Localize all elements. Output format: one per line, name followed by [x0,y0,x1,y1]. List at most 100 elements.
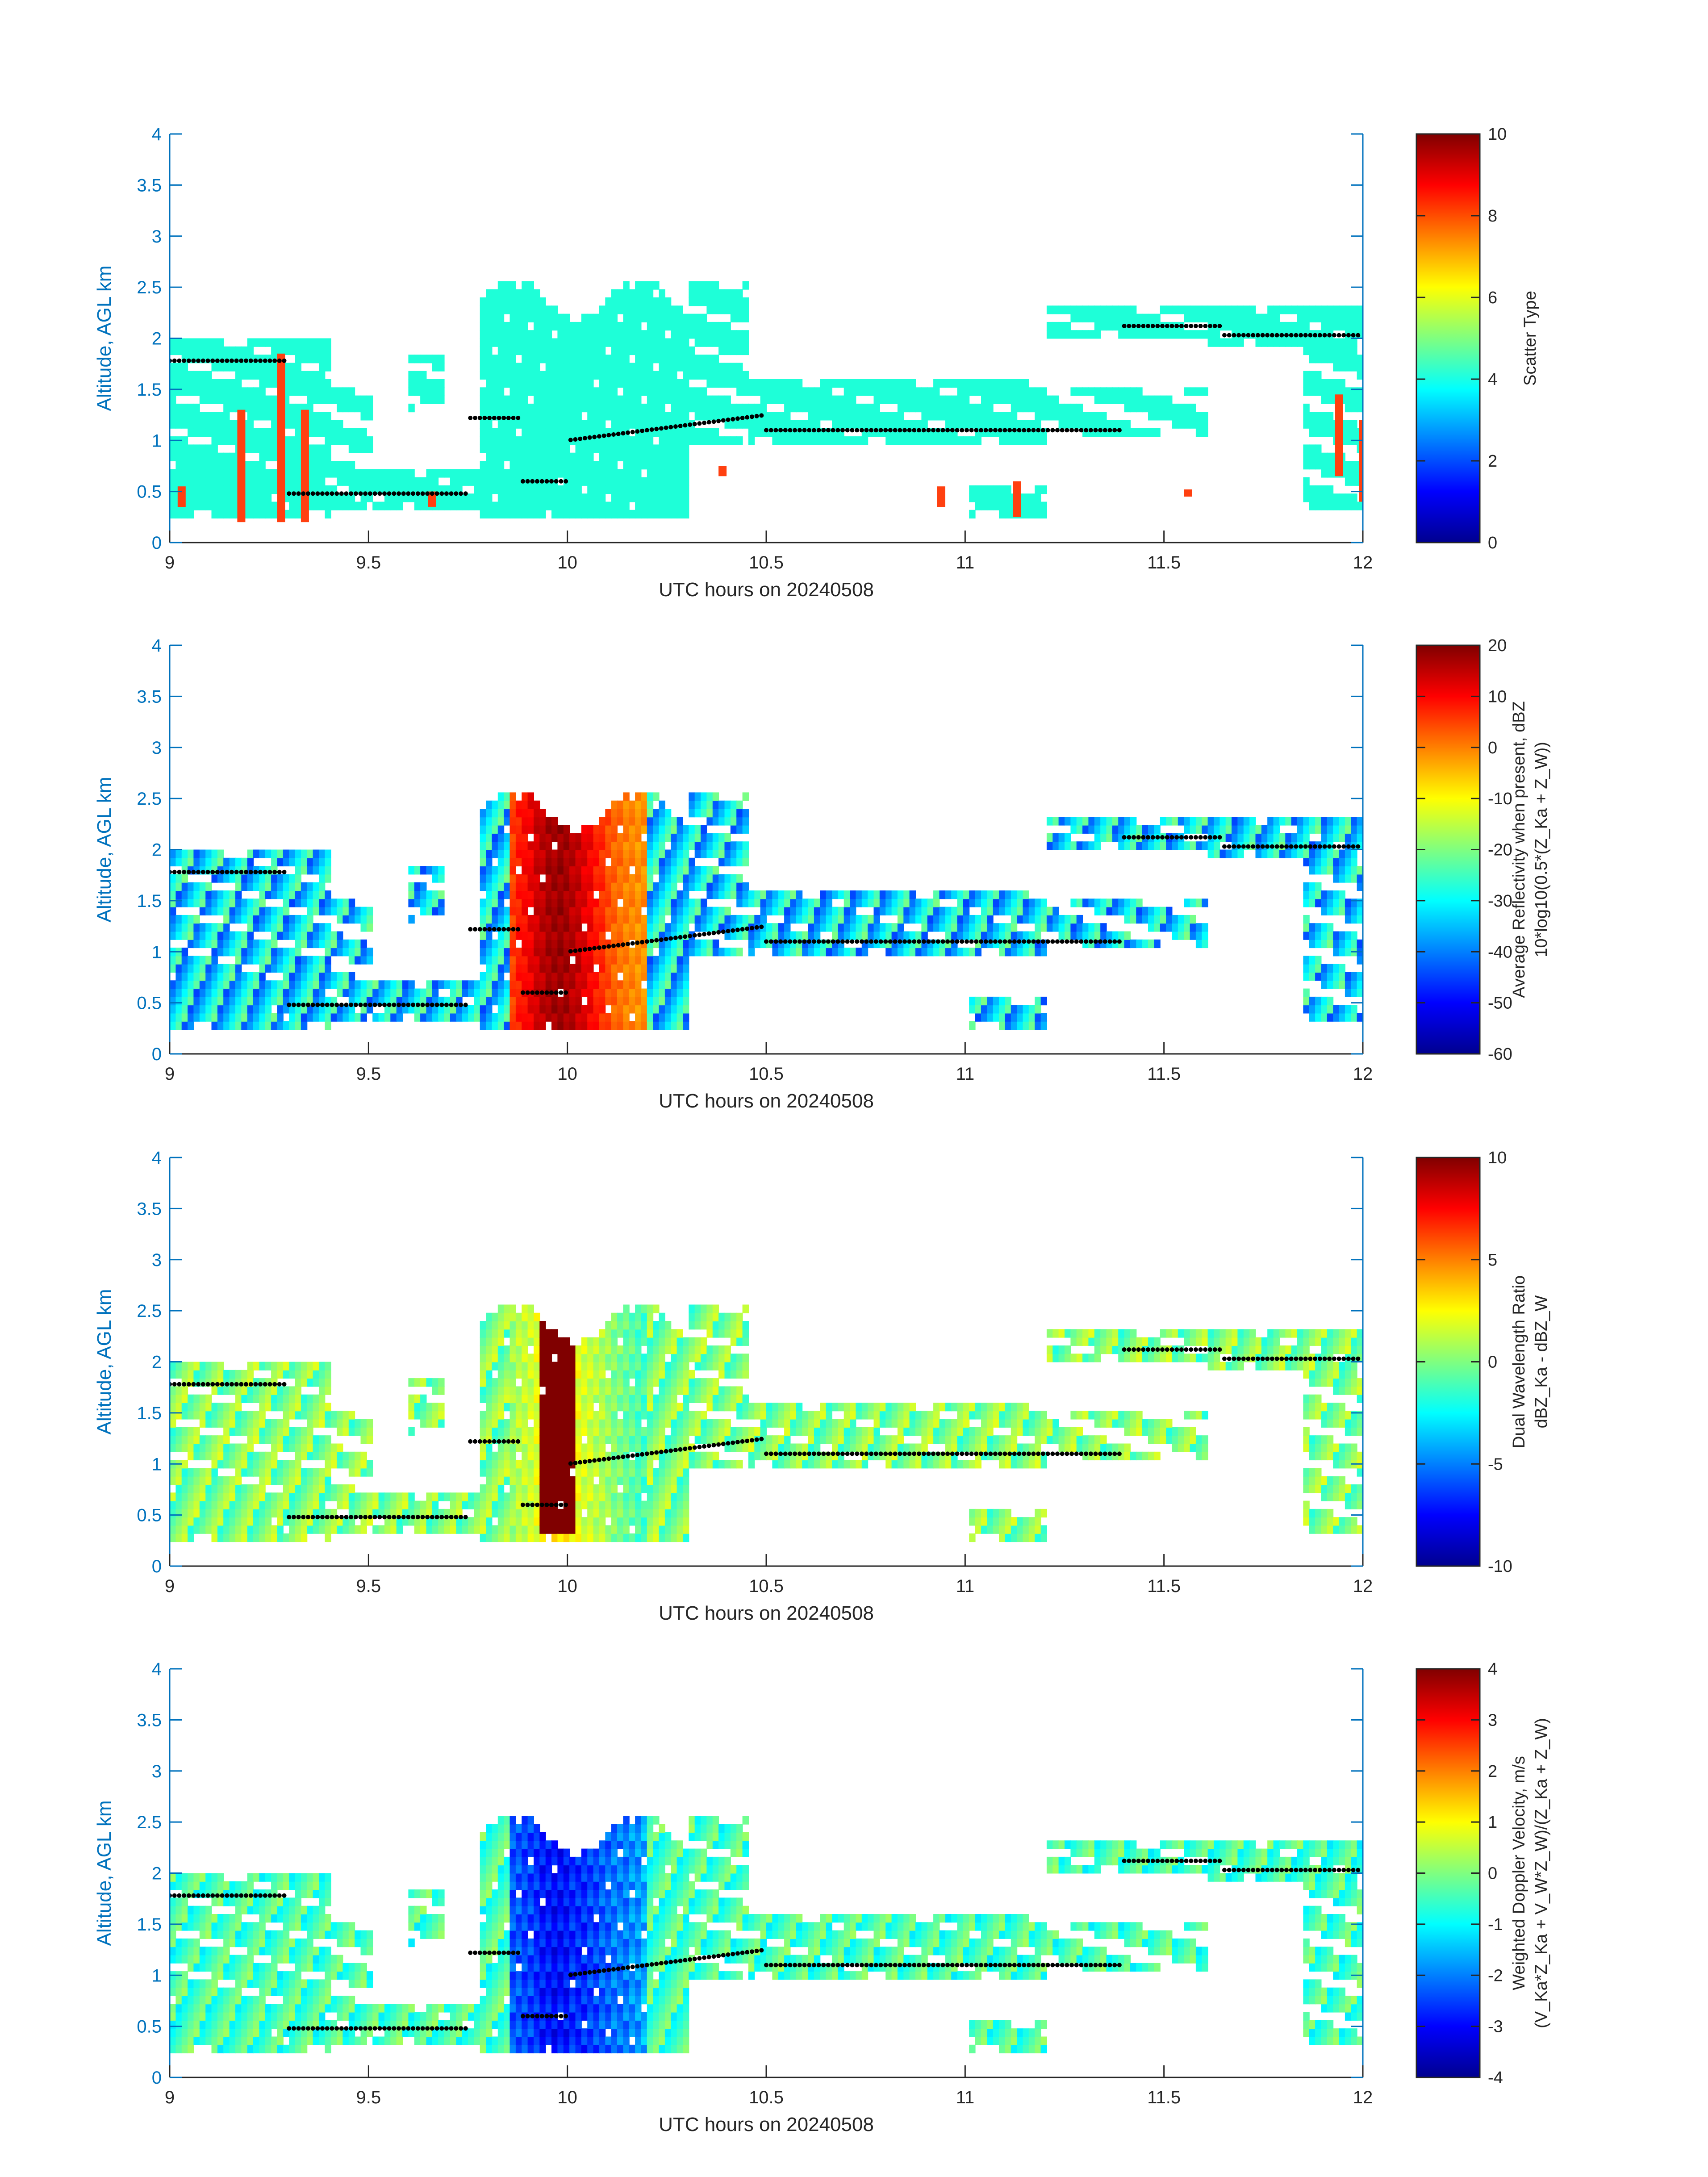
heatmap-cell [915,420,922,429]
cloud-base-dot [1222,333,1227,338]
heatmap-cell [492,510,498,519]
heatmap-cell [289,890,296,899]
heatmap-cell [545,980,552,989]
heatmap-cell [1124,403,1131,413]
heatmap-cell [509,493,516,502]
heatmap-cell [581,346,588,355]
heatmap-cell [689,841,695,850]
heatmap-cell [330,931,338,940]
heatmap-cell [611,849,618,858]
heatmap-cell [295,371,301,380]
heatmap-cell [253,436,260,445]
heatmap-cell [611,322,618,331]
heatmap-cell [259,379,266,388]
heatmap-cell [492,833,498,842]
heatmap-cell [671,346,677,355]
heatmap-cell [342,1013,349,1022]
cloud-base-dot [835,428,840,433]
heatmap-cell [1315,313,1322,322]
heatmap-cell [504,330,510,339]
heatmap-cell [599,338,606,347]
heatmap-cell [319,964,326,973]
heatmap-cell [295,403,301,413]
heatmap-cell [635,493,642,502]
heatmap-cell [611,510,618,519]
heatmap-cell [522,1013,528,1022]
cloud-base-dot [898,428,902,433]
heatmap-cell [557,461,564,470]
heatmap-cell [271,948,278,957]
heatmap-cell [1178,330,1185,339]
heatmap-cell [271,363,278,372]
heatmap-cell [277,915,284,924]
heatmap-cell [730,809,737,818]
heatmap-cell [527,1013,534,1022]
heatmap-cell [623,477,630,486]
heatmap-cell [784,890,791,899]
heatmap-cell [259,915,266,924]
heatmap-cell [504,346,510,355]
heatmap-cell [587,866,594,875]
heatmap-cells [170,792,1363,1030]
heatmap-cell [450,980,457,989]
cloud-base-dot [525,479,530,484]
heatmap-cell [307,972,313,981]
heatmap-cell [581,395,588,404]
heatmap-cell [259,452,266,461]
heatmap-cell [497,338,505,347]
heatmap-cell [963,915,970,924]
cloud-base-dot [444,491,449,496]
heatmap-cell [647,281,654,290]
heatmap-cell [515,313,522,322]
heatmap-cell [569,387,576,396]
heatmap-cell [1100,420,1107,429]
cloud-base-dot [349,491,354,496]
heatmap-cell [545,841,552,850]
heatmap-cell [211,1021,218,1030]
heatmap-cell [957,948,964,957]
heatmap-cell [736,825,743,834]
heatmap-cell [569,403,576,413]
heatmap-cell [1028,395,1036,404]
heatmap-cell [1017,948,1023,957]
heatmap-cell [1065,403,1071,413]
heatmap-cell [581,907,588,915]
heatmap-cell [885,412,892,421]
heatmap-cell [766,379,773,388]
heatmap-cell [1195,305,1203,314]
heatmap-cell [175,477,182,486]
heatmap-cell [193,346,200,355]
heatmap-cell [175,420,182,429]
heatmap-cell [301,379,308,388]
heatmap-cell [814,923,821,932]
heatmap-cell [319,355,326,364]
heatmap-cell [534,436,540,445]
heatmap-cell [522,825,528,834]
heatmap-cell [1148,412,1155,421]
heatmap-cell [1088,330,1095,339]
heatmap-cell [408,477,415,486]
heatmap-cell [188,387,194,396]
heatmap-cell [325,346,331,355]
heatmap-cell [957,898,964,907]
heatmap-cell [939,907,946,915]
heatmap-cell [915,907,922,915]
heatmap-cell [492,313,498,322]
heatmap-cell [342,461,349,470]
heatmap-cell [671,510,677,519]
heatmap-cell [903,420,910,429]
heatmap-cell [229,436,236,445]
heatmap-cell [593,972,600,981]
heatmap-cell [664,395,672,404]
heatmap-cell [1214,305,1220,314]
heatmap-cell [217,387,224,396]
heatmap-cell [522,379,528,388]
heatmap-cell [170,493,176,502]
heatmap-cell [1190,412,1196,421]
heatmap-cell [742,898,749,907]
heatmap-cell [706,874,713,883]
heatmap-cell [664,436,672,445]
cloud-base-dot [1060,428,1065,433]
heatmap-cell [581,461,588,470]
heatmap-cell [587,395,594,404]
